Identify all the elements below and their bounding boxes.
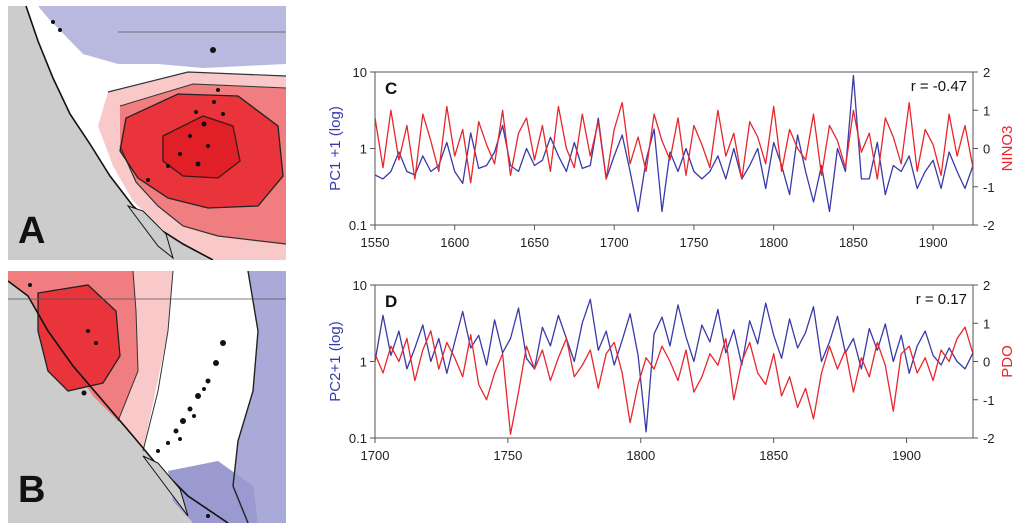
chart-d-series-pc-line: [374, 298, 974, 433]
map-panel-b: B: [8, 271, 286, 523]
chart-d-right-tick-label: 2: [983, 278, 990, 293]
chart-c-right-tick-label: 2: [983, 65, 990, 80]
panel-letter-a: A: [18, 210, 46, 252]
chart-c-frame: [374, 71, 974, 226]
chart-d-x-tick-label: 1800: [626, 448, 655, 463]
map-b-contour-1: [142, 271, 174, 452]
map-b-site-dots: [28, 283, 226, 518]
chart-c-x-tick-label: 1850: [839, 235, 868, 250]
chart-d-panel-letter: D: [385, 292, 397, 311]
chart-d-left-tick-label: 10: [353, 278, 367, 293]
map-b-graphic: [8, 271, 286, 523]
map-a-blue-region: [38, 6, 286, 68]
chart-d-right-tick-label: 1: [983, 316, 990, 331]
map-b-blue-region-south: [168, 461, 258, 523]
map-a-contour-1: [119, 145, 286, 245]
map-b-dark-red-region: [37, 284, 121, 392]
panel-letter-b: B: [18, 469, 46, 511]
chart-c-x-tick-label: 1550: [361, 235, 390, 250]
chart-c-x-tick-label: 1700: [600, 235, 629, 250]
chart-c-x-tick-label: 1900: [919, 235, 948, 250]
chart-c-left-tick-label: 1: [360, 142, 367, 157]
chart-d-right-tick-label: 0: [983, 355, 990, 370]
chart-d-correlation-label: r = 0.17: [916, 291, 967, 308]
map-b-gulf: [142, 455, 189, 517]
map-a-contour-4: [119, 93, 284, 209]
chart-d-right-axis-label: PDO: [999, 345, 1016, 378]
chart-c-x-tick-label: 1600: [440, 235, 469, 250]
map-b-contour-2: [117, 271, 139, 422]
chart-c-panel-letter: C: [385, 79, 397, 98]
map-a-site-dots: [51, 20, 225, 182]
map-a-coastline: [25, 6, 214, 260]
chart-d-x-tick-label: 1900: [892, 448, 921, 463]
map-b-contour-3: [232, 271, 259, 523]
chart-d-left-axis-label: PC2+1 (log): [327, 321, 344, 401]
chart-c-left-axis-label: PC1 +1 (log): [327, 106, 344, 191]
chart-d-series-index-line: [374, 326, 974, 435]
chart-c-x-tick-label: 1750: [679, 235, 708, 250]
chart-c-right-tick-label: -1: [983, 180, 995, 195]
chart-c-right-tick-label: 0: [983, 142, 990, 157]
map-a-gulf: [126, 205, 174, 260]
chart-c-right-tick-label: -2: [983, 218, 995, 233]
map-b-blue-region-east: [233, 271, 286, 523]
map-a-core-region: [162, 115, 241, 179]
map-a-contour-3: [119, 83, 286, 107]
chart-d-right-tick-label: -2: [983, 431, 995, 446]
map-a-contour-2: [107, 71, 286, 93]
chart-c-x-tick-label: 1650: [520, 235, 549, 250]
chart-c-x-tick-label: 1800: [759, 235, 788, 250]
chart-d-left-tick-label: 0.1: [349, 431, 367, 446]
map-a-graphic: [8, 6, 286, 260]
chart-c-left-tick-label: 0.1: [349, 218, 367, 233]
chart-d-x-tick-label: 1850: [759, 448, 788, 463]
chart-d-right-tick-label: -1: [983, 393, 995, 408]
chart-c-right-tick-label: 1: [983, 103, 990, 118]
chart-c-left-tick-label: 10: [353, 65, 367, 80]
chart-c-correlation-label: r = -0.47: [911, 78, 967, 95]
chart-c-right-axis-label: NINO3: [999, 126, 1016, 172]
chart-d-x-tick-label: 1700: [361, 448, 390, 463]
chart-c: 1550 1600 1650 1700 1750 1800 1850 19000.1110-2…: [327, 65, 1016, 250]
map-panel-a: A: [8, 6, 286, 260]
chart-d-left-tick-label: 1: [360, 355, 367, 370]
chart-d-x-tick-label: 1750: [493, 448, 522, 463]
chart-d: 1700 1750 1800 1850 1900 0.1 1 10 -2 -1 0 1 2 PC2+1 (…: [327, 278, 1016, 463]
chart-c-series-index-line: [374, 101, 974, 184]
